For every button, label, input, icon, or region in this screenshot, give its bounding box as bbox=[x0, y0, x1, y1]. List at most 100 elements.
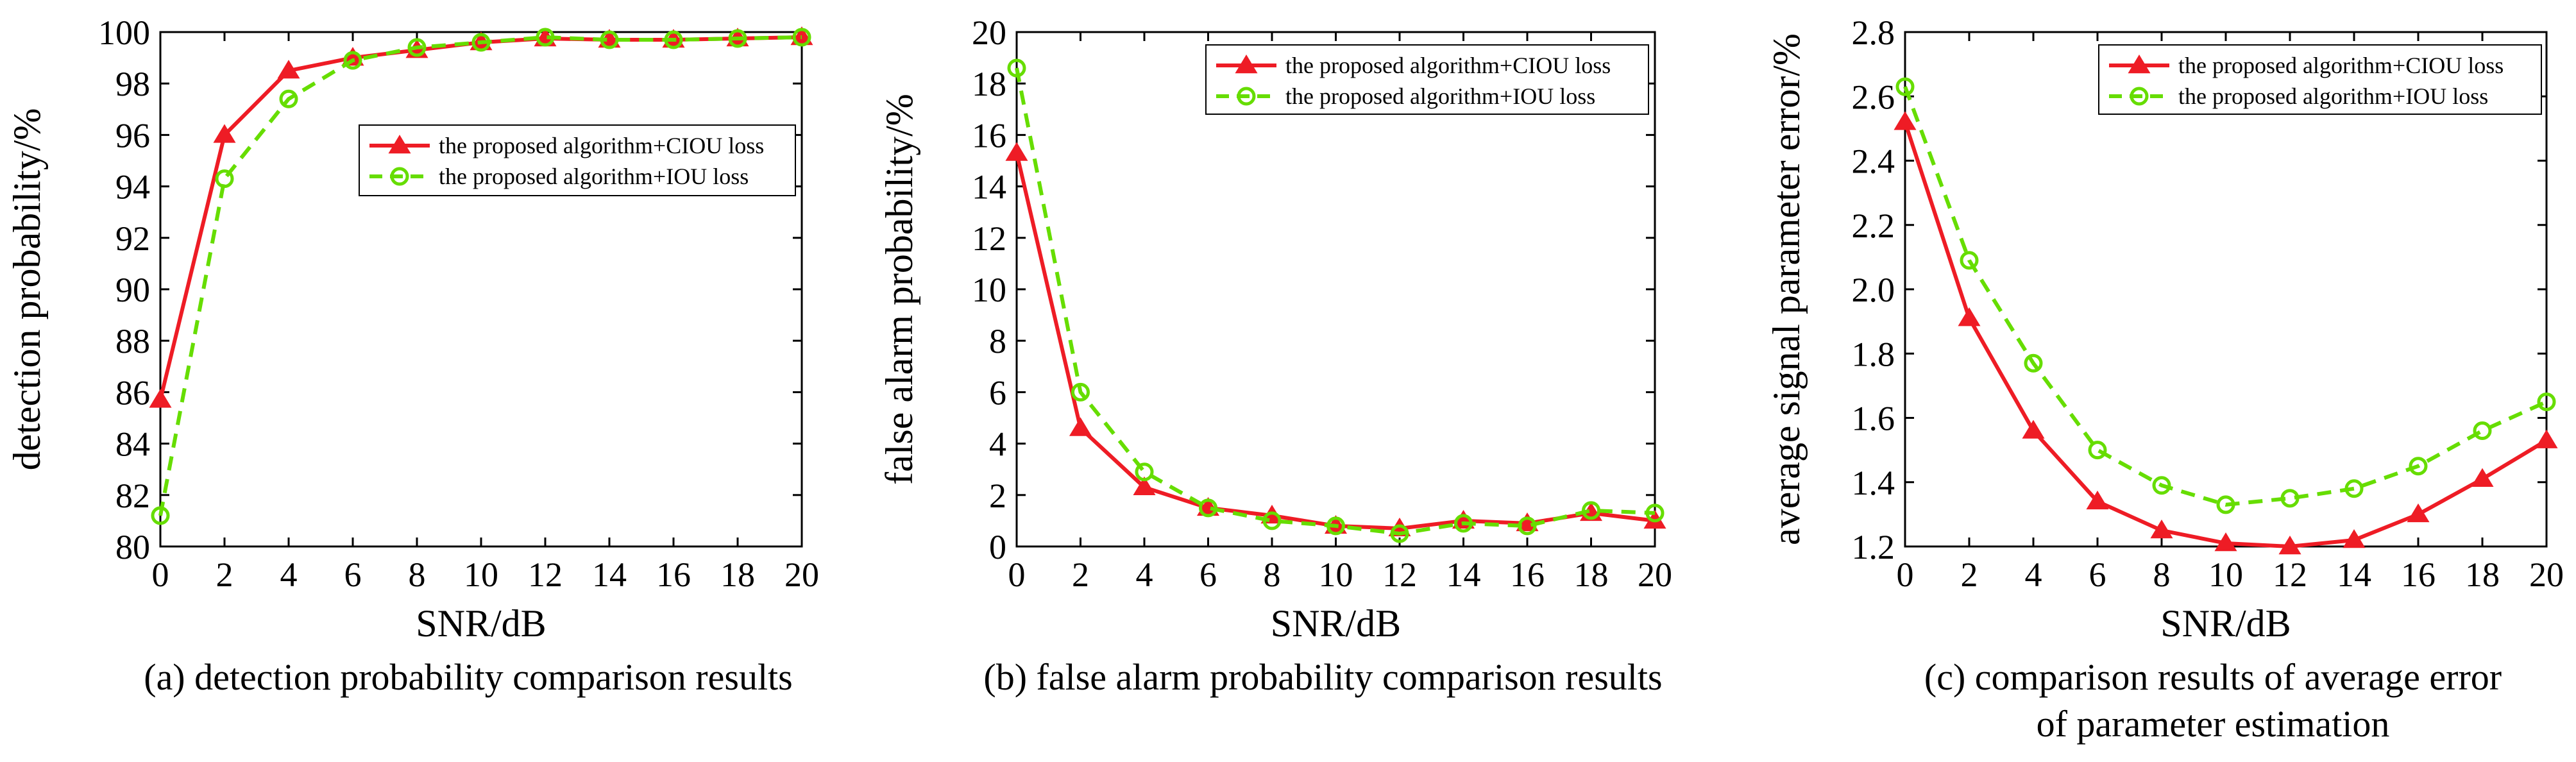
series-ciou bbox=[1005, 142, 1666, 537]
y-tick-label: 92 bbox=[115, 219, 150, 258]
data-point bbox=[664, 30, 683, 49]
data-point bbox=[536, 28, 555, 47]
data-point bbox=[2471, 468, 2494, 487]
series-line bbox=[1903, 86, 2548, 507]
data-point bbox=[728, 29, 747, 48]
data-point bbox=[1582, 501, 1600, 520]
legend: the proposed algorithm+CIOU loss the prop… bbox=[359, 124, 796, 196]
legend-marker bbox=[1235, 55, 1258, 74]
x-tick-label: 12 bbox=[2273, 555, 2307, 594]
x-tick-label: 8 bbox=[2153, 555, 2171, 594]
plot-frame bbox=[159, 31, 803, 548]
data-point bbox=[1326, 516, 1345, 536]
data-point bbox=[2086, 490, 2109, 510]
x-tick-label: 6 bbox=[2089, 555, 2106, 594]
x-tick-label: 2 bbox=[216, 555, 233, 594]
y-tick-label: 1.2 bbox=[1852, 528, 1895, 566]
y-tick-label: 2.4 bbox=[1852, 142, 1895, 181]
panel-caption: (b) false alarm probability comparison r… bbox=[983, 656, 1662, 698]
data-point bbox=[1005, 142, 1028, 161]
y-tick-label: 98 bbox=[115, 65, 150, 103]
y-axis-title: false alarm probability/% bbox=[878, 94, 920, 485]
x-tick-label: 8 bbox=[409, 555, 426, 594]
x-tick-label: 20 bbox=[2529, 555, 2564, 594]
y-tick-label: 2 bbox=[989, 477, 1006, 515]
data-point bbox=[2535, 429, 2558, 448]
series-iou bbox=[1007, 58, 1665, 543]
chart-panel-1: 0 2 4 6 8 10 12 14 16 18 20 80 82 84 86 88 90 92 94 96 98 100… bbox=[6, 13, 819, 698]
legend-marker bbox=[388, 135, 411, 154]
x-tick-label: 4 bbox=[1136, 555, 1153, 594]
data-point bbox=[1135, 462, 1154, 482]
x-tick-label: 18 bbox=[1574, 555, 1609, 594]
series-iou bbox=[1895, 77, 2556, 514]
data-point bbox=[600, 30, 619, 49]
series-ciou bbox=[149, 26, 813, 408]
x-tick-label: 16 bbox=[656, 555, 691, 594]
data-point bbox=[2152, 476, 2171, 495]
x-tick-label: 10 bbox=[2208, 555, 2243, 594]
legend-label: the proposed algorithm+CIOU loss bbox=[439, 133, 764, 158]
chart-panel-3: 0 2 4 6 8 10 12 14 16 18 20 1.2 1.4 1.6 1.8 2.0 2.2 2.4 2.… bbox=[1765, 13, 2564, 745]
data-point bbox=[279, 89, 298, 108]
data-point bbox=[277, 60, 300, 79]
y-tick-label: 90 bbox=[115, 271, 150, 309]
y-tick-label: 88 bbox=[115, 322, 150, 360]
data-point bbox=[2280, 489, 2300, 508]
data-point bbox=[407, 38, 427, 57]
x-tick-label: 4 bbox=[280, 555, 298, 594]
legend-box bbox=[359, 124, 796, 196]
data-point bbox=[1133, 476, 1156, 496]
series-ciou bbox=[1894, 111, 2558, 555]
y-tick-label: 2.8 bbox=[1852, 13, 1895, 52]
y-axis-title: detection probability/% bbox=[6, 108, 48, 471]
data-point bbox=[151, 506, 170, 525]
y-tick-label: 18 bbox=[972, 65, 1006, 103]
legend-marker bbox=[390, 167, 409, 186]
x-tick-label: 0 bbox=[1008, 555, 1026, 594]
data-point bbox=[1645, 504, 1665, 523]
series-line bbox=[158, 35, 802, 516]
series-line bbox=[1015, 152, 1656, 530]
x-tick-label: 14 bbox=[2337, 555, 2371, 594]
data-point bbox=[2344, 479, 2364, 498]
x-tick-label: 8 bbox=[1264, 555, 1281, 594]
x-tick-label: 18 bbox=[720, 555, 755, 594]
y-tick-label: 6 bbox=[989, 373, 1006, 412]
x-tick-label: 16 bbox=[1510, 555, 1545, 594]
x-axis-title: SNR/dB bbox=[2160, 602, 2291, 645]
x-axis-title: SNR/dB bbox=[416, 602, 546, 645]
y-tick-label: 20 bbox=[972, 13, 1006, 52]
data-point bbox=[213, 124, 236, 143]
data-point bbox=[2407, 503, 2430, 523]
data-point bbox=[2278, 536, 2301, 555]
x-tick-label: 4 bbox=[2025, 555, 2042, 594]
y-tick-label: 82 bbox=[115, 477, 150, 515]
x-tick-label: 2 bbox=[1072, 555, 1089, 594]
data-point bbox=[1071, 382, 1090, 402]
data-point bbox=[1518, 516, 1537, 536]
panel-caption: (a) detection probability comparison res… bbox=[144, 656, 793, 698]
data-point bbox=[2537, 392, 2556, 411]
x-tick-label: 20 bbox=[1638, 555, 1672, 594]
data-point bbox=[1262, 511, 1282, 530]
data-point bbox=[2214, 532, 2237, 552]
y-tick-label: 86 bbox=[115, 373, 150, 412]
data-point bbox=[149, 389, 172, 408]
y-tick-label: 84 bbox=[115, 425, 150, 464]
y-tick-label: 10 bbox=[972, 271, 1006, 309]
x-tick-label: 0 bbox=[1897, 555, 1914, 594]
legend-marker bbox=[2128, 55, 2151, 74]
panel-caption: (c) comparison results of average error bbox=[1924, 656, 2502, 698]
x-tick-label: 18 bbox=[2465, 555, 2500, 594]
legend: the proposed algorithm+CIOU loss the prop… bbox=[2098, 44, 2542, 115]
series-line bbox=[1903, 121, 2548, 548]
y-tick-label: 14 bbox=[972, 168, 1006, 207]
data-point bbox=[2343, 529, 2366, 548]
x-tick-label: 14 bbox=[1446, 555, 1481, 594]
y-tick-label: 96 bbox=[115, 116, 150, 155]
legend-box bbox=[1205, 44, 1649, 115]
data-point bbox=[1390, 524, 1409, 543]
y-tick-label: 4 bbox=[989, 425, 1006, 464]
data-point bbox=[2473, 421, 2492, 441]
